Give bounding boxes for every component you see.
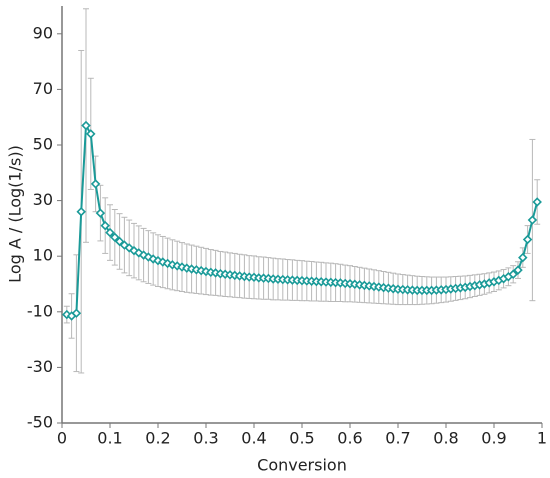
y-tick-label: 50 [33,135,53,154]
data-point [119,240,130,250]
data-point [134,248,144,258]
x-axis-label: Conversion [257,456,347,475]
data-point [518,252,528,263]
data-point [105,227,115,238]
data-point [71,308,82,318]
data-point [508,269,518,280]
data-point [90,179,101,189]
y-tick-label: 30 [33,190,53,209]
data-point [527,215,538,225]
x-tick-label: 0.5 [289,429,314,448]
data-point [100,220,110,231]
x-tick-label: 0.4 [241,429,266,448]
data-point [532,197,542,207]
x-tick-label: 0.1 [97,429,122,448]
data-point [522,234,533,245]
y-axis-label: Log A / (Log(1/s)) [6,145,25,283]
x-tick-label: 1 [537,429,547,448]
data-point [158,257,168,267]
x-tick-label: 0.8 [433,429,458,448]
x-tick-label: 0.3 [193,429,218,448]
data-point [110,232,120,243]
y-tick-label: 70 [33,79,53,98]
data-point [62,309,72,320]
x-tick-label: 0.6 [337,429,362,448]
y-tick-label: 10 [33,246,53,265]
data-point [86,129,96,139]
data-point [143,252,154,262]
data-point [513,265,523,275]
y-tick-label: -10 [27,301,53,320]
x-tick-label: 0.9 [481,429,506,448]
data-point [95,208,106,218]
y-tick-label: -50 [27,413,53,432]
x-tick-label: 0 [57,429,67,448]
data-point [114,236,125,247]
data-point [81,120,91,131]
y-tick-label: 90 [33,23,53,42]
x-tick-label: 0.7 [385,429,410,448]
x-tick-label: 0.2 [145,429,170,448]
data-point [76,206,86,217]
y-tick-label: -30 [27,357,53,376]
